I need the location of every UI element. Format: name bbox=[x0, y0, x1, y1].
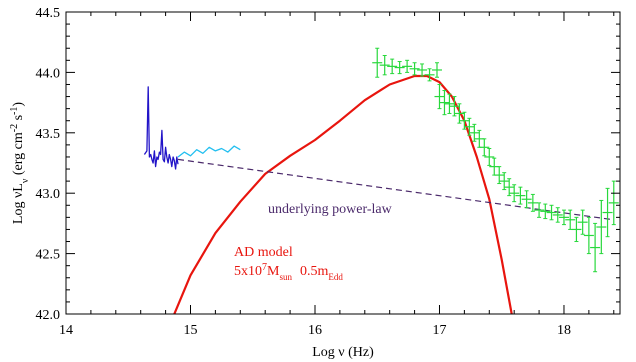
xray-data-point bbox=[515, 186, 526, 205]
xray-data-point bbox=[479, 138, 490, 157]
x-axis-title: Log ν (Hz) bbox=[312, 345, 374, 360]
optical-spectrum-line bbox=[143, 86, 179, 170]
xray-data-point bbox=[402, 59, 413, 73]
xray-data-point bbox=[546, 204, 557, 221]
x-tick-label: 15 bbox=[183, 323, 197, 338]
xray-data-point bbox=[583, 216, 594, 255]
plot-frame bbox=[65, 11, 621, 315]
powerlaw-annotation: underlying power-law bbox=[268, 202, 393, 217]
xray-data-point bbox=[454, 103, 465, 124]
xray-data-point bbox=[372, 47, 383, 78]
xray-data-point bbox=[590, 222, 601, 273]
xray-data-point bbox=[534, 202, 545, 218]
xray-data-point bbox=[527, 193, 538, 212]
x-tick-label: 16 bbox=[308, 323, 322, 338]
ad-model-curve bbox=[173, 74, 513, 314]
xray-data-point bbox=[379, 54, 390, 76]
xray-data-point bbox=[596, 199, 607, 255]
xray-data-point bbox=[434, 83, 445, 110]
xray-data-point bbox=[552, 207, 563, 223]
xray-data-point bbox=[424, 68, 435, 82]
y-tick-label: 43.5 bbox=[36, 127, 61, 142]
y-tick-label: 42.5 bbox=[36, 248, 61, 263]
xray-data-point bbox=[602, 187, 613, 238]
xray-data-point bbox=[409, 62, 420, 76]
xray-data-point bbox=[558, 209, 569, 226]
y-tick-label: 44.0 bbox=[36, 66, 61, 81]
xray-data-point bbox=[484, 148, 495, 166]
xray-data-point bbox=[417, 63, 428, 77]
ad-model-label: AD model bbox=[234, 245, 293, 260]
xray-data-point bbox=[521, 190, 532, 209]
powerlaw-line bbox=[177, 158, 614, 221]
y-tick-label: 42.0 bbox=[36, 308, 61, 323]
xray-data-point bbox=[509, 184, 520, 203]
xray-data-point bbox=[439, 90, 450, 116]
y-tick-label: 44.5 bbox=[36, 6, 61, 21]
ad-model-params: 5x107Msun 0.5mEdd bbox=[234, 262, 343, 283]
uv-spectrum-line bbox=[177, 145, 241, 158]
xray-data-point bbox=[608, 180, 619, 226]
x-tick-label: 14 bbox=[59, 323, 73, 338]
xray-data-point bbox=[387, 58, 398, 75]
xray-data-point bbox=[449, 96, 460, 117]
xray-data-point bbox=[394, 61, 405, 75]
y-tick-label: 43.0 bbox=[36, 187, 61, 202]
y-axis-title: Log νLν (erg cm-2 s-1) bbox=[9, 102, 31, 225]
xray-data-point bbox=[444, 93, 455, 114]
xray-data-point bbox=[540, 203, 551, 220]
xray-data-point bbox=[571, 216, 582, 243]
x-tick-label: 17 bbox=[432, 323, 446, 338]
xray-data-point bbox=[577, 209, 588, 235]
x-tick-label: 18 bbox=[557, 323, 571, 338]
xray-data-point bbox=[431, 62, 442, 78]
xray-data-series bbox=[372, 47, 619, 273]
